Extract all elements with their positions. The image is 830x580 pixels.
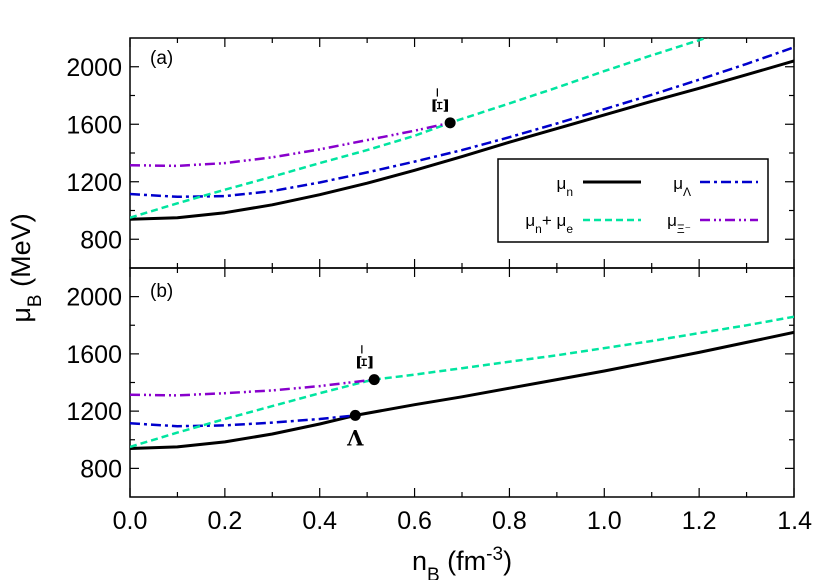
panel-a-series bbox=[130, 38, 794, 221]
x-tick-label: 0.8 bbox=[492, 507, 527, 535]
panel-a-tag: (a) bbox=[150, 48, 173, 69]
panel-a-y-tick-labels: 800 1200 1600 2000 bbox=[66, 54, 122, 255]
y-tick-label: 1600 bbox=[66, 111, 122, 139]
series-line-mu-Lambda bbox=[130, 414, 356, 428]
legend-label-mu-n: μn bbox=[557, 174, 573, 199]
x-tick-label: 0.6 bbox=[397, 507, 432, 535]
series-line-mu-Lambda bbox=[130, 46, 794, 199]
series-line-mu-n bbox=[130, 330, 794, 450]
x-tick-label: 1.0 bbox=[587, 507, 622, 535]
series-line-mu-n-plus-mu-e bbox=[130, 315, 794, 449]
series-line-mu-Xi bbox=[130, 378, 375, 397]
y-tick-label: 800 bbox=[80, 455, 122, 483]
threshold-label: Ξ⁻ bbox=[428, 87, 453, 113]
y-tick-label: 800 bbox=[80, 226, 122, 254]
y-tick-label: 2000 bbox=[66, 284, 122, 312]
y-tick-label: 1200 bbox=[66, 398, 122, 426]
x-tick-label: 1.2 bbox=[682, 507, 717, 535]
series-line-mu-n bbox=[130, 59, 794, 221]
panel-b-markers: Λ Ξ⁻ bbox=[346, 344, 380, 450]
panel-b-series bbox=[130, 315, 794, 450]
y-tick-label: 1200 bbox=[66, 169, 122, 197]
series-line-mu-Xi bbox=[130, 121, 451, 168]
panel-b-y-tick-labels: 800 1200 1600 2000 bbox=[66, 284, 122, 484]
x-tick-label: 0.0 bbox=[113, 507, 148, 535]
y-tick-label: 2000 bbox=[66, 54, 122, 82]
threshold-label: Λ bbox=[346, 425, 364, 450]
x-axis-title: nB (fm-3) bbox=[412, 544, 512, 580]
legend-box bbox=[497, 158, 769, 243]
panel-b-tag: (b) bbox=[150, 281, 173, 302]
panel-a-markers: Ξ⁻ bbox=[428, 87, 456, 129]
legend-label-mu-lambda: μΛ bbox=[673, 174, 691, 199]
legend: μn μΛ μn+ μe μΞ⁻ bbox=[497, 158, 769, 243]
x-tick-label: 1.4 bbox=[777, 507, 812, 535]
threshold-marker bbox=[444, 117, 456, 129]
legend-label-mu-n-plus-mu-e: μn+ μe bbox=[525, 211, 573, 236]
y-axis-title: μB (MeV) bbox=[6, 213, 46, 322]
panel-a-ticks bbox=[129, 38, 795, 268]
panel-b-frame bbox=[129, 267, 795, 498]
x-tick-labels: 0.0 0.2 0.4 0.6 0.8 1.0 1.2 1.4 bbox=[113, 507, 812, 535]
panel-b-ticks bbox=[129, 268, 795, 497]
threshold-label: Ξ⁻ bbox=[352, 344, 377, 370]
threshold-marker bbox=[349, 409, 361, 421]
legend-label-mu-xi: μΞ⁻ bbox=[667, 211, 691, 236]
y-tick-label: 1600 bbox=[66, 341, 122, 369]
x-tick-label: 0.2 bbox=[207, 507, 242, 535]
threshold-marker bbox=[368, 374, 380, 386]
x-tick-label: 0.4 bbox=[302, 507, 337, 535]
